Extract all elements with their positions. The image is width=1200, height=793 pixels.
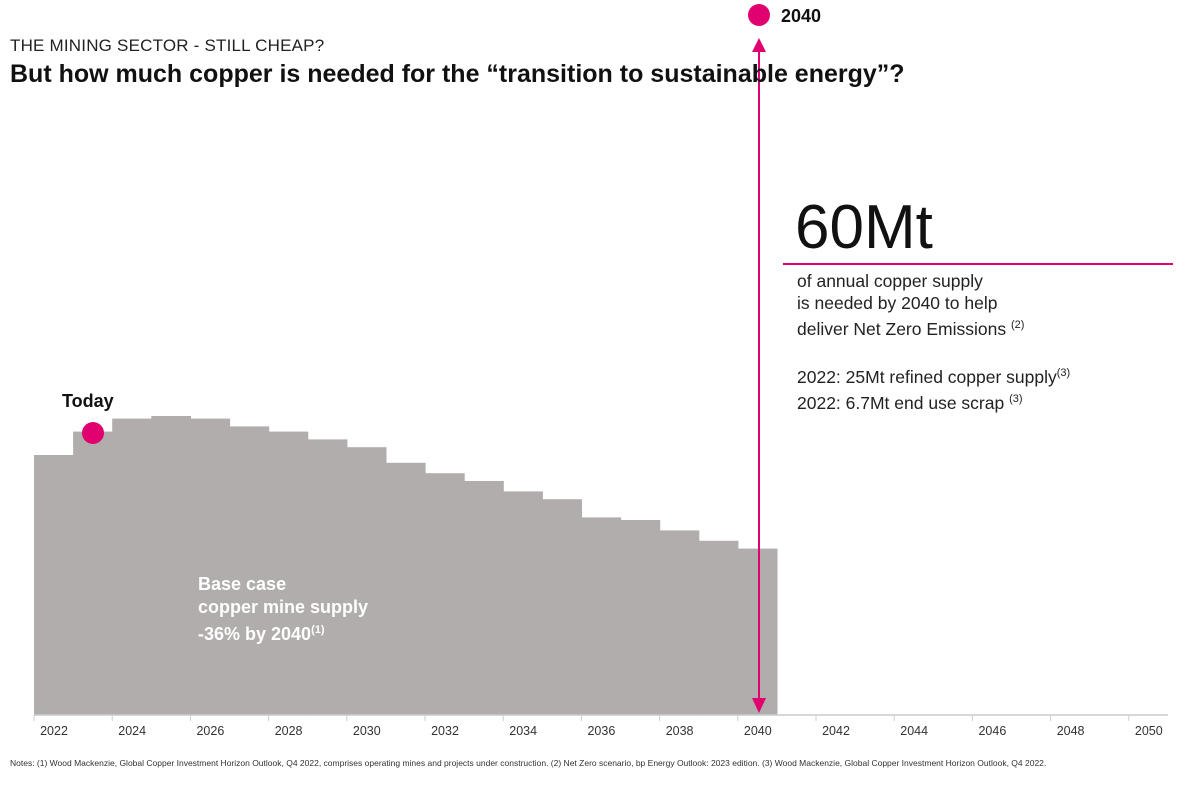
footnote-ref: (3) (1009, 392, 1023, 405)
stat-divider (783, 263, 1173, 265)
footnote-ref: (3) (1056, 366, 1071, 379)
supply-bar-2025 (151, 416, 191, 715)
annotation-line: copper mine supply (198, 597, 369, 617)
supply-bar-2039 (698, 540, 739, 715)
x-tick-label: 2048 (1057, 724, 1085, 738)
stat-refined-supply: 2022: 25Mt refined copper supply(3) (797, 362, 1070, 388)
x-tick-label: 2050 (1135, 724, 1163, 738)
x-tick-label: 2030 (353, 724, 381, 738)
supply-bar-2033 (464, 481, 504, 715)
supply-bar-2031 (385, 462, 426, 715)
stat-description: of annual copper supply is needed by 204… (797, 270, 1070, 413)
supply-bar-2024 (112, 418, 152, 715)
annotation-line: Base case (198, 574, 287, 594)
footnotes: Notes: (1) Wood Mackenzie, Global Copper… (10, 758, 1047, 768)
supply-bar-2036 (581, 517, 622, 715)
x-tick-label: 2032 (431, 724, 459, 738)
target-year-label: 2040 (781, 6, 822, 26)
supply-bar-2034 (503, 491, 543, 715)
supply-bar-2038 (659, 530, 700, 715)
x-tick-label: 2024 (118, 724, 146, 738)
today-label: Today (62, 391, 114, 411)
supply-bar-2029 (307, 439, 348, 715)
big-stat-value: 60Mt (795, 193, 933, 262)
supply-bar-2027 (229, 426, 270, 715)
supply-bar-2037 (620, 520, 661, 715)
footnote-ref: (1) (311, 624, 325, 636)
supply-bar-2040 (737, 548, 778, 715)
stat-line: is needed by 2040 to help (797, 293, 998, 313)
stat-text: 2022: 25Mt refined copper supply (797, 366, 1057, 387)
footnote-ref: (2) (1010, 319, 1025, 331)
x-tick-label: 2036 (587, 724, 615, 738)
section-kicker: THE MINING SECTOR - STILL CHEAP? (10, 36, 325, 55)
supply-bar-2023 (73, 431, 113, 715)
supply-bar-2035 (542, 499, 582, 715)
base-case-annotation: Base case copper mine supply -36% by 204… (198, 573, 368, 646)
stat-line-text: deliver Net Zero Emissions (797, 318, 1007, 339)
supply-bar-2032 (425, 473, 465, 715)
supply-bar-2030 (346, 447, 387, 715)
x-tick-label: 2044 (900, 724, 928, 738)
stat-text: 2022: 6.7Mt end use scrap (797, 392, 1005, 413)
x-tick-label: 2028 (275, 724, 303, 738)
x-tick-label: 2038 (666, 724, 694, 738)
page-title: But how much copper is needed for the “t… (10, 60, 905, 88)
stat-line: deliver Net Zero Emissions (2) (797, 314, 1070, 340)
stat-scrap: 2022: 6.7Mt end use scrap (3) (797, 388, 1070, 414)
x-tick-label: 2034 (509, 724, 537, 738)
x-tick-label: 2022 (40, 724, 68, 738)
stat-line: of annual copper supply (797, 271, 983, 291)
arrow-down-icon (752, 698, 766, 713)
supply-bar-2026 (190, 418, 231, 715)
annotation-text: -36% by 2040 (198, 624, 312, 644)
x-tick-label: 2046 (978, 724, 1006, 738)
x-tick-label: 2026 (196, 724, 224, 738)
supply-bar-2022 (34, 455, 74, 715)
annotation-line: -36% by 2040(1) (198, 619, 368, 646)
x-tick-label: 2042 (822, 724, 850, 738)
arrow-up-icon (752, 38, 766, 52)
x-tick-label: 2040 (744, 724, 772, 738)
target-year-marker (748, 4, 770, 26)
today-marker (82, 422, 104, 444)
supply-bar-2028 (268, 431, 309, 715)
